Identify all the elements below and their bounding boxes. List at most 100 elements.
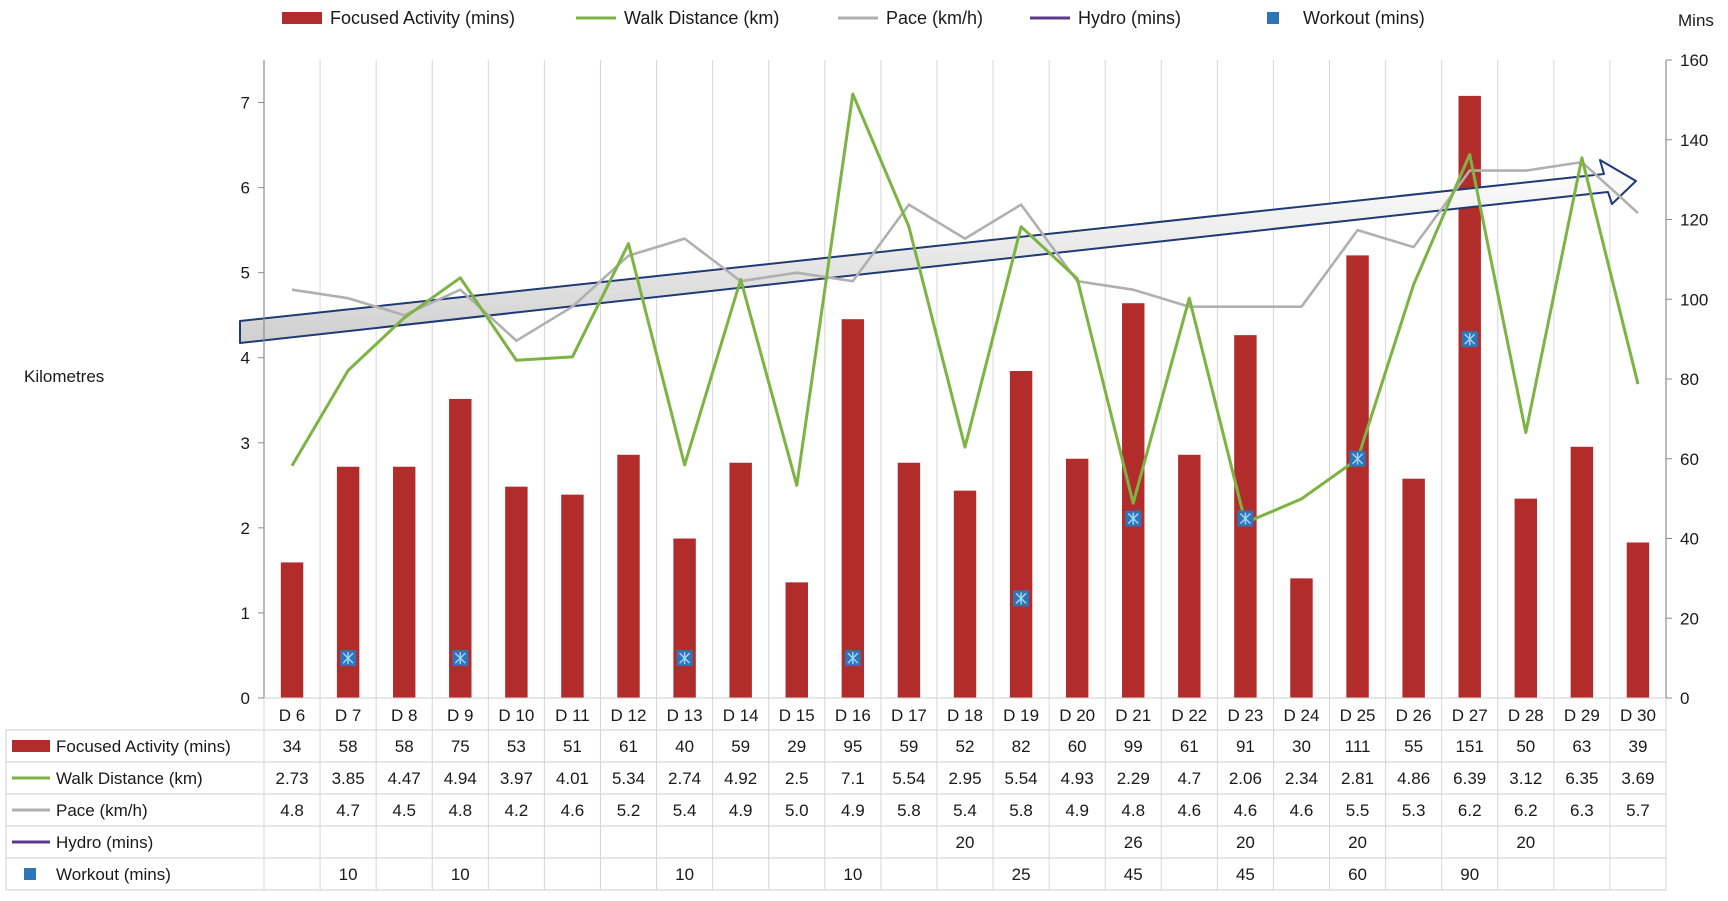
workout-marker-cross — [1015, 592, 1027, 605]
left-tick-label: 2 — [241, 519, 250, 538]
table-category-label: D 27 — [1452, 706, 1488, 725]
bar-focused-activity — [1178, 454, 1201, 698]
table-category-label: D 14 — [723, 706, 759, 725]
table-category-label: D 22 — [1171, 706, 1207, 725]
table-cell-value: 63 — [1572, 737, 1591, 756]
table-category-label: D 10 — [498, 706, 534, 725]
right-tick-label: 40 — [1680, 530, 1699, 549]
table-cell-value: 2.29 — [1117, 769, 1150, 788]
table-cell-value: 60 — [1068, 737, 1087, 756]
workout-marker-cross — [1464, 333, 1476, 346]
table-cell-value: 52 — [956, 737, 975, 756]
table-cell-value: 4.92 — [724, 769, 757, 788]
table-cell-value: 4.86 — [1397, 769, 1430, 788]
table-cell-value: 25 — [1012, 865, 1031, 884]
table-cell-value: 2.5 — [785, 769, 809, 788]
right-tick-label: 20 — [1680, 609, 1699, 628]
table-cell-value: 29 — [787, 737, 806, 756]
table-cell-value: 4.9 — [1065, 801, 1089, 820]
workout-marker-cross — [1352, 452, 1364, 465]
table-cell-value: 95 — [843, 737, 862, 756]
workout-marker-cross — [1127, 512, 1139, 525]
workout-marker-cross — [847, 652, 859, 665]
table-cell-value: 4.01 — [556, 769, 589, 788]
table-category-label: D 23 — [1227, 706, 1263, 725]
table-cell-value: 6.39 — [1453, 769, 1486, 788]
table-cell-value: 26 — [1124, 833, 1143, 852]
bar-focused-activity — [561, 494, 584, 698]
left-tick-label: 4 — [241, 349, 250, 368]
table-category-label: D 16 — [835, 706, 871, 725]
left-tick-label: 0 — [241, 689, 250, 708]
table-cell-value: 5.8 — [897, 801, 921, 820]
table-row-header: Focused Activity (mins) — [56, 737, 231, 756]
table-cell-value: 4.6 — [1290, 801, 1314, 820]
bar-focused-activity — [1626, 542, 1650, 698]
bar-focused-activity — [841, 319, 865, 698]
table-cell-value: 5.4 — [953, 801, 977, 820]
table-cell-value: 20 — [1348, 833, 1367, 852]
right-tick-label: 60 — [1680, 450, 1699, 469]
table-cell-value: 6.2 — [1458, 801, 1482, 820]
table-cell-value: 5.54 — [892, 769, 925, 788]
table-cell-value: 59 — [899, 737, 918, 756]
bar-focused-activity — [1514, 498, 1538, 698]
table-cell-value: 20 — [1516, 833, 1535, 852]
table-cell-value: 4.6 — [561, 801, 585, 820]
bar-focused-activity — [1346, 255, 1369, 698]
table-cell-value: 2.73 — [275, 769, 308, 788]
table-cell-value: 5.54 — [1005, 769, 1038, 788]
bar-focused-activity — [1290, 578, 1313, 698]
left-tick-label: 7 — [241, 94, 250, 113]
table-category-label: D 11 — [555, 706, 590, 725]
table-cell-value: 58 — [339, 737, 358, 756]
table-cell-value: 2.06 — [1229, 769, 1262, 788]
line-pace — [291, 160, 1639, 343]
table-key-marker — [24, 868, 36, 880]
table-cell-value: 5.4 — [673, 801, 697, 820]
table-cell-value: 6.35 — [1565, 769, 1598, 788]
table-cell-value: 6.3 — [1570, 801, 1594, 820]
left-tick-label: 6 — [241, 179, 250, 198]
bar-focused-activity — [449, 398, 472, 698]
table-row-header: Hydro (mins) — [56, 833, 153, 852]
table-cell-value: 4.94 — [444, 769, 477, 788]
table-cell-value: 10 — [339, 865, 358, 884]
left-tick-label: 3 — [241, 434, 250, 453]
table-cell-value: 3.85 — [332, 769, 365, 788]
table-cell-value: 2.74 — [668, 769, 701, 788]
table-cell-value: 20 — [1236, 833, 1255, 852]
table-cell-value: 4.47 — [388, 769, 421, 788]
table-cell-value: 61 — [1180, 737, 1199, 756]
table-cell-value: 45 — [1124, 865, 1143, 884]
table-category-label: D 13 — [667, 706, 703, 725]
legend-label: Focused Activity (mins) — [330, 8, 515, 28]
table-cell-value: 3.97 — [500, 769, 533, 788]
table-category-label: D 12 — [611, 706, 647, 725]
table-key-bar — [12, 740, 50, 752]
table-cell-value: 75 — [451, 737, 470, 756]
table-cell-value: 60 — [1348, 865, 1367, 884]
table-cell-value: 5.7 — [1626, 801, 1650, 820]
bar-focused-activity — [1009, 371, 1033, 698]
table-cell-value: 5.0 — [785, 801, 809, 820]
table-row-header: Workout (mins) — [56, 865, 171, 884]
legend-label: Pace (km/h) — [886, 8, 983, 28]
table-cell-value: 3.69 — [1621, 769, 1654, 788]
table-category-label: D 24 — [1284, 706, 1320, 725]
table-cell-value: 82 — [1012, 737, 1031, 756]
table-cell-value: 10 — [451, 865, 470, 884]
table-category-label: D 8 — [391, 706, 417, 725]
table-cell-value: 20 — [956, 833, 975, 852]
table-cell-value: 40 — [675, 737, 694, 756]
table-cell-value: 7.1 — [841, 769, 865, 788]
right-tick-label: 120 — [1680, 211, 1708, 230]
table-cell-value: 4.7 — [1177, 769, 1201, 788]
table-category-label: D 9 — [447, 706, 473, 725]
table-category-label: D 15 — [779, 706, 815, 725]
table-cell-value: 45 — [1236, 865, 1255, 884]
workout-marker-cross — [1239, 512, 1251, 525]
line-walk-distance — [290, 92, 1640, 525]
bar-focused-activity — [617, 454, 640, 698]
